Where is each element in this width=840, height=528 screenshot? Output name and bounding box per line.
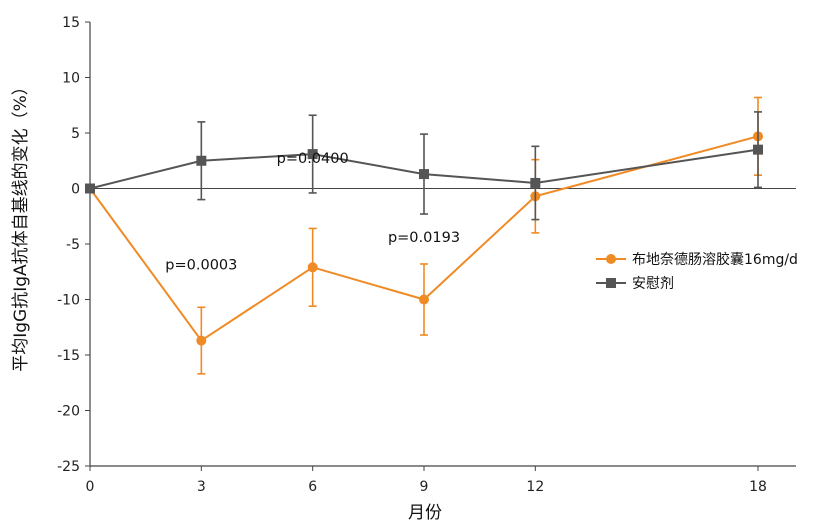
legend-item: 安慰剂 — [596, 275, 674, 292]
x-tick-label: 18 — [749, 479, 767, 495]
legend-item: 布地奈德肠溶胶囊16mg/d — [596, 251, 798, 268]
x-tick-label: 0 — [86, 479, 95, 495]
data-point — [307, 262, 318, 273]
y-tick-label: 0 — [71, 182, 80, 198]
y-tick-label: -5 — [66, 237, 80, 253]
p-value-annotation: p=0.0193 — [388, 230, 460, 246]
data-point — [419, 294, 429, 305]
x-tick-label: 12 — [526, 479, 544, 495]
x-axis-title: 月份 — [408, 503, 442, 523]
x-tick-label: 6 — [308, 479, 317, 495]
legend-marker — [606, 278, 616, 288]
y-tick-label: -10 — [57, 293, 80, 309]
series-line — [89, 135, 759, 342]
axes: 15 10 5 0 -5 -10 -15 -20 -25 0 3 6 9 12 18 — [57, 15, 796, 495]
data-point — [85, 183, 95, 194]
series-placebo — [85, 111, 763, 221]
series-layer — [85, 96, 763, 375]
p-value-annotation: p=0.0400 — [277, 151, 349, 167]
x-tick-label: 9 — [420, 479, 429, 495]
legend: 布地奈德肠溶胶囊16mg/d 安慰剂 — [596, 251, 798, 292]
y-tick-label: 15 — [62, 15, 80, 31]
legend-marker — [606, 254, 616, 264]
data-point — [419, 169, 429, 180]
data-point — [530, 177, 541, 188]
y-tick-label: -20 — [57, 404, 80, 420]
y-axis-title: 平均IgG抗IgA抗体自基线的变化（%） — [11, 78, 31, 372]
series-line — [89, 148, 759, 190]
y-tick-label: -25 — [57, 459, 80, 475]
data-point — [196, 335, 207, 346]
data-point — [307, 149, 318, 160]
y-tick-label: 5 — [71, 126, 80, 142]
y-tick-label: -15 — [57, 348, 80, 364]
x-tick-label: 3 — [197, 479, 206, 495]
data-point — [196, 155, 207, 166]
legend-label: 布地奈德肠溶胶囊16mg/d — [632, 251, 798, 268]
data-point — [753, 144, 763, 155]
legend-label: 安慰剂 — [632, 275, 674, 292]
p-value-annotation: p=0.0003 — [165, 258, 237, 274]
annotation-layer: p=0.0003 p=0.0400 p=0.0193 — [165, 151, 460, 274]
y-tick-label: 10 — [62, 71, 80, 87]
